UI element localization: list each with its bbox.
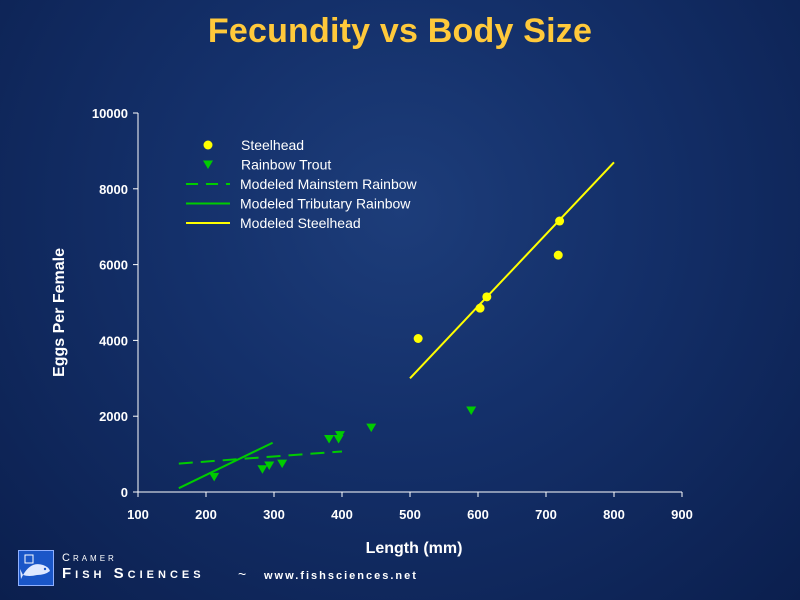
y-tick-label: 6000 (99, 258, 128, 273)
legend-item: Steelhead (203, 137, 304, 153)
x-tick-label: 100 (127, 507, 149, 522)
data-point-rainbow-trout (209, 472, 220, 482)
legend-label: Modeled Mainstem Rainbow (240, 176, 418, 192)
x-axis-title: Length (mm) (366, 540, 463, 557)
company-name-main: Fish Sciences (62, 565, 205, 582)
fish-logo-icon (18, 550, 54, 586)
legend-label: Modeled Steelhead (240, 215, 361, 231)
data-point-rainbow-trout (366, 423, 377, 433)
footer-separator: ~ (238, 566, 247, 582)
data-point-rainbow-trout (466, 406, 477, 416)
data-point-steelhead (553, 250, 563, 260)
y-tick-label: 4000 (99, 333, 128, 348)
x-tick-label: 900 (671, 507, 693, 522)
y-tick-label: 10000 (92, 106, 128, 121)
x-tick-label: 400 (331, 507, 353, 522)
series-line-modeled-tributary-rainbow (178, 441, 274, 490)
data-point-rainbow-trout (277, 459, 288, 469)
legend-swatch (203, 140, 213, 150)
x-tick-label: 200 (195, 507, 217, 522)
legend-label: Modeled Tributary Rainbow (240, 196, 411, 212)
series-line-modeled-mainstem-rainbow (178, 450, 343, 465)
data-point-rainbow-trout (257, 465, 268, 474)
data-point-steelhead (413, 334, 423, 344)
y-axis-title: Eggs Per Female (51, 248, 68, 377)
legend-item: Rainbow Trout (203, 157, 331, 173)
legend-item: Modeled Steelhead (186, 215, 361, 231)
legend-label: Rainbow Trout (241, 157, 331, 173)
data-point-rainbow-trout (324, 434, 335, 444)
x-tick-label: 500 (399, 507, 421, 522)
x-tick-label: 300 (263, 507, 285, 522)
legend-swatch (203, 160, 213, 169)
legend-item: Modeled Mainstem Rainbow (186, 176, 418, 192)
data-point-rainbow-trout (264, 461, 275, 470)
y-tick-label: 2000 (99, 409, 128, 424)
y-tick-label: 8000 (99, 182, 128, 197)
series-line-modeled-steelhead (409, 161, 615, 379)
legend-label: Steelhead (241, 137, 304, 153)
x-tick-label: 800 (603, 507, 625, 522)
chart-title: Fecundity vs Body Size (207, 12, 593, 50)
company-name-top: Cramer (62, 552, 117, 564)
x-tick-label: 600 (467, 507, 489, 522)
footer: Cramer Fish Sciences ~ www.fishsciences.… (18, 550, 458, 588)
legend-item: Modeled Tributary Rainbow (186, 196, 411, 212)
x-tick-label: 700 (535, 507, 557, 522)
company-url: www.fishsciences.net (264, 570, 418, 582)
data-point-rainbow-trout (334, 431, 345, 440)
y-tick-label: 0 (121, 485, 128, 500)
